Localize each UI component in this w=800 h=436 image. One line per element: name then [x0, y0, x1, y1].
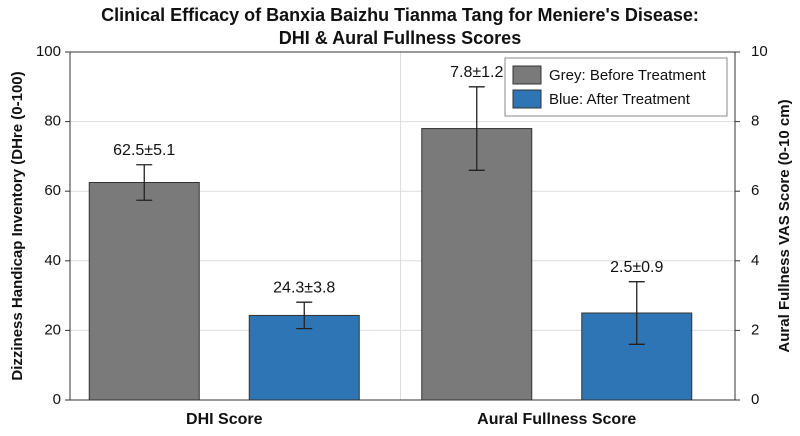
legend-label: Grey: Before Treatment	[549, 67, 707, 84]
value-label: 24.3±3.8	[273, 279, 335, 296]
plot-frame	[69, 51, 736, 401]
legend-swatch	[512, 65, 542, 85]
value-label: 7.8±1.2	[450, 64, 503, 81]
value-label: 62.5±5.1	[113, 142, 175, 159]
x-tick-label: Aural Fullness Score	[477, 411, 636, 428]
legend-label: Blue: After Treatment	[549, 91, 691, 108]
y-axis-label: Dizziness Handicap Inventory (DHre (0-10…	[9, 71, 26, 380]
bar	[421, 128, 533, 401]
chart-title: DHI & Aural Fullness Scores	[279, 28, 521, 48]
y2-axis-label: Aural Fullness VAS Score (0-10 cm)	[776, 99, 793, 352]
y2-tick-label: 8	[751, 113, 759, 130]
y-tick-label: 40	[44, 252, 61, 269]
bar	[248, 314, 360, 401]
y-tick-label: 100	[36, 43, 61, 60]
y-tick-label: 0	[53, 391, 61, 408]
y-tick-label: 20	[44, 321, 61, 338]
bar	[88, 182, 200, 401]
legend-box	[504, 57, 728, 117]
x-tick-label: DHI Score	[186, 411, 263, 428]
y2-tick-label: 6	[751, 182, 759, 199]
y2-tick-label: 2	[751, 321, 759, 338]
chart-title: Clinical Efficacy of Banxia Baizhu Tianm…	[101, 5, 699, 25]
y2-tick-label: 4	[751, 252, 759, 269]
y-tick-label: 60	[44, 182, 61, 199]
legend-swatch	[512, 89, 542, 109]
y2-tick-label: 0	[751, 391, 759, 408]
value-label: 2.5±0.9	[610, 259, 663, 276]
y-tick-label: 80	[44, 113, 61, 130]
y2-tick-label: 10	[751, 43, 768, 60]
